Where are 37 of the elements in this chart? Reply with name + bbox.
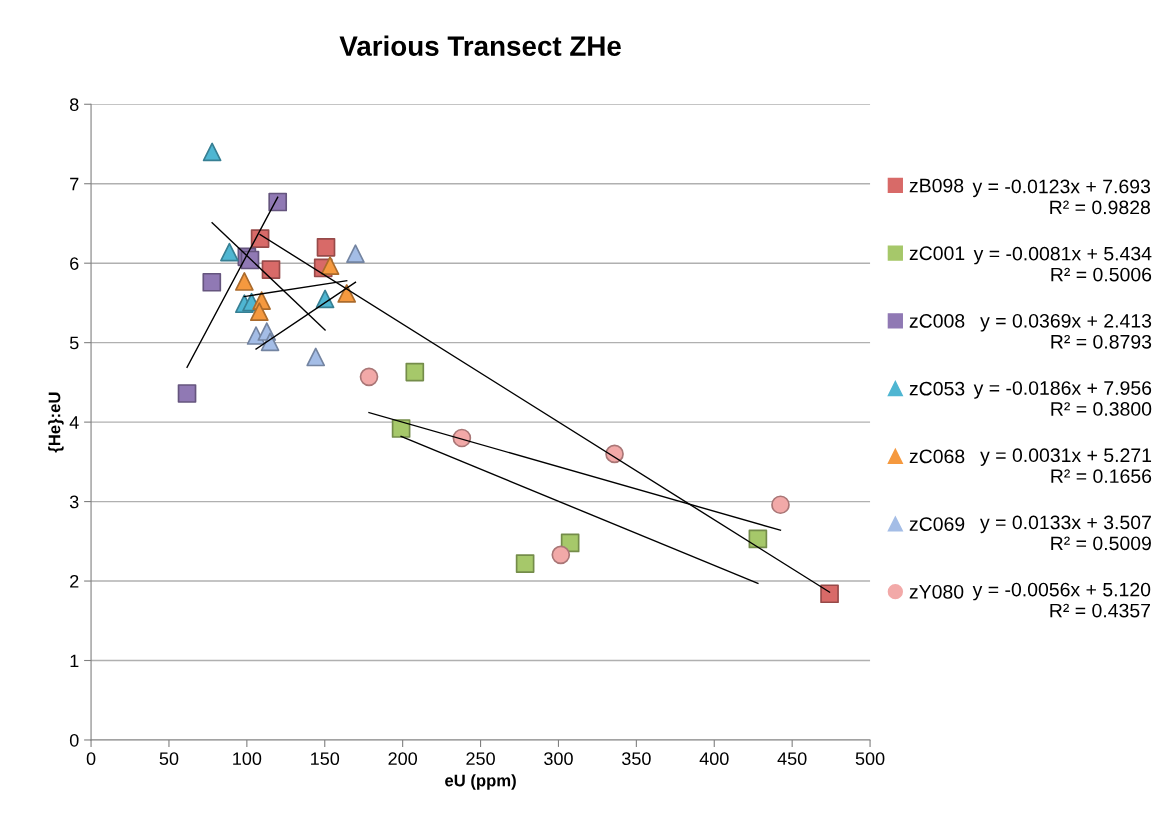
x-tick-label: 200 bbox=[388, 752, 418, 766]
y-tick-label: 4 bbox=[69, 416, 79, 429]
y-tick-label: 0 bbox=[69, 733, 79, 747]
x-tick-label: 50 bbox=[159, 752, 179, 766]
y-tick-label: 7 bbox=[70, 177, 79, 191]
x-tick-label: 100 bbox=[233, 752, 262, 766]
legend-label: zC001 bbox=[909, 246, 965, 261]
text: y = 0.0369x + 2.413 R² = 0.8793 bbox=[980, 313, 1152, 349]
legend-label: zB098 bbox=[909, 178, 964, 193]
y-tick-label: 3 bbox=[69, 495, 79, 509]
legend-label: zC069 bbox=[909, 517, 965, 531]
y-tick-label: 1 bbox=[70, 654, 79, 668]
text: y = -0.0056x + 5.120 R² = 0.4357 bbox=[972, 582, 1151, 618]
x-tick-label: 300 bbox=[544, 752, 573, 766]
x-tick-label: 400 bbox=[699, 752, 729, 766]
y-tick-label: 2 bbox=[70, 574, 79, 588]
text: y = 0.0031x + 5.271 R² = 0.1656 bbox=[980, 448, 1152, 484]
x-tick-label: 500 bbox=[855, 752, 885, 766]
x-axis-title: eU (ppm) bbox=[445, 774, 516, 790]
legend-label: zC053 bbox=[909, 381, 965, 396]
x-tick-label: 350 bbox=[621, 752, 651, 766]
y-tick-label: 8 bbox=[69, 98, 79, 111]
text: y = -0.0186x + 7.956 R² = 0.3800 bbox=[973, 381, 1152, 416]
legend-label: zC008 bbox=[909, 314, 965, 328]
x-tick-label: 250 bbox=[466, 752, 495, 766]
x-tick-label: 150 bbox=[311, 752, 340, 766]
y-tick-label: 6 bbox=[70, 257, 79, 270]
text: y = 0.0133x + 3.507 R² = 0.5009 bbox=[980, 515, 1151, 551]
chart-title: Various Transect ZHe bbox=[339, 35, 621, 56]
x-tick-label: 450 bbox=[777, 752, 807, 766]
legend-label: zY080 bbox=[909, 584, 964, 599]
y-axis-title: {He}:eU bbox=[48, 392, 64, 453]
legend-label: zC068 bbox=[909, 449, 965, 464]
text: y = -0.0123x + 7.693 R² = 0.9828 bbox=[972, 179, 1151, 215]
y-tick-label: 5 bbox=[69, 336, 79, 350]
text: y = -0.0081x + 5.434 R² = 0.5006 bbox=[973, 246, 1152, 282]
x-tick-label: 0 bbox=[86, 752, 96, 766]
